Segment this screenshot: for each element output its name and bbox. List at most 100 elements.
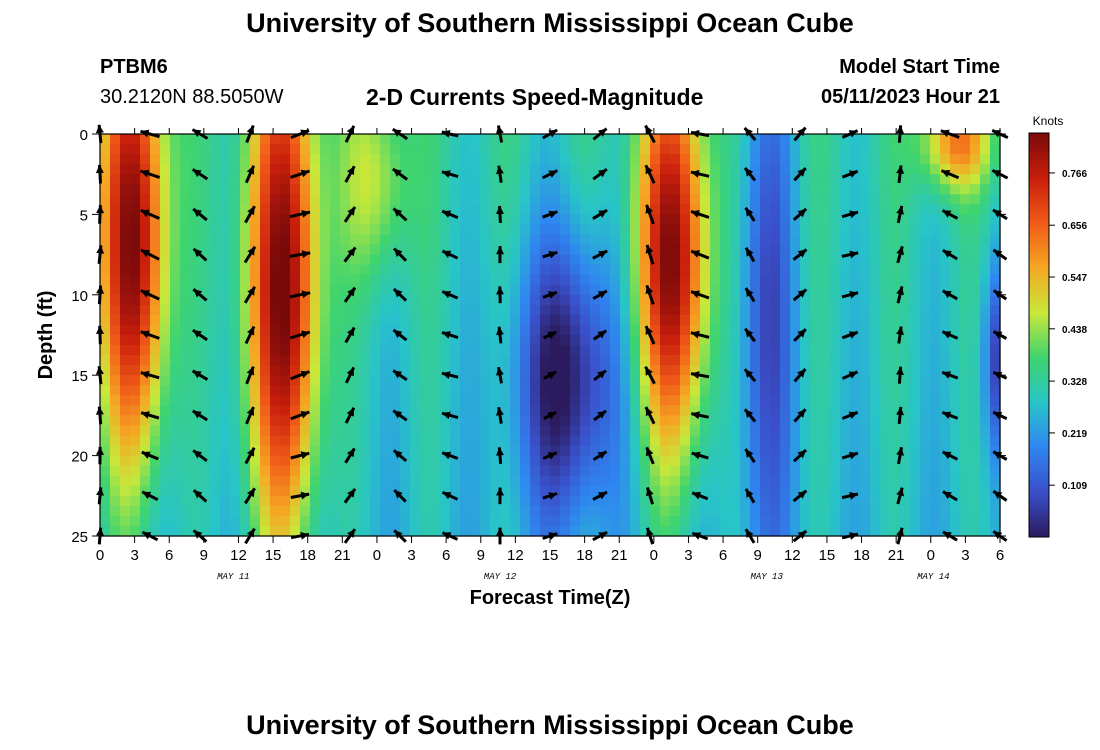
heatmap-cell [320, 375, 331, 386]
heatmap-cell [830, 234, 841, 246]
heatmap-cell [600, 515, 611, 527]
heatmap-cell [560, 194, 571, 205]
heatmap-cell [840, 174, 851, 185]
heatmap-cell [220, 485, 231, 497]
heatmap-cell [970, 345, 981, 356]
heatmap-cell [320, 314, 331, 326]
heatmap-cell [370, 345, 381, 356]
heatmap-cell [530, 345, 541, 356]
heatmap-cell [350, 405, 361, 416]
heatmap-cell [530, 365, 541, 376]
heatmap-cell [660, 355, 671, 366]
heatmap-cell [420, 184, 431, 195]
heatmap-cell [780, 154, 791, 165]
heatmap-cell [370, 515, 381, 527]
heatmap-cell [780, 425, 791, 437]
heatmap-cell [380, 355, 391, 366]
heatmap-cell [840, 274, 851, 286]
heatmap-cell [960, 415, 971, 427]
heatmap-cell [840, 345, 851, 356]
heatmap-cell [580, 395, 591, 406]
heatmap-cell [280, 204, 291, 215]
heatmap-cell [750, 304, 761, 316]
heatmap-cell [180, 465, 191, 477]
heatmap-cell [700, 214, 711, 226]
heatmap-cell [260, 184, 271, 195]
heatmap-cell [970, 324, 981, 336]
heatmap-cell [290, 385, 301, 396]
heatmap-cell [940, 184, 951, 195]
heatmap-cell [130, 254, 141, 266]
heatmap-cell [720, 425, 731, 437]
heatmap-cell [350, 515, 361, 527]
heatmap-cell [900, 455, 911, 467]
heatmap-cell [440, 385, 451, 396]
current-arrow [841, 410, 859, 420]
heatmap-cell [610, 194, 621, 205]
heatmap-cell [230, 485, 241, 497]
heatmap-cell [850, 385, 861, 396]
heatmap-cell [690, 204, 701, 215]
heatmap-cell [330, 264, 341, 276]
heatmap-cell [710, 174, 721, 185]
heatmap-cell [300, 244, 311, 256]
heatmap-cell [820, 465, 831, 477]
heatmap-cell [310, 525, 321, 537]
heatmap-cell [350, 385, 361, 396]
heatmap-cell [240, 154, 251, 165]
heatmap-cell [880, 214, 891, 226]
heatmap-cell [720, 174, 731, 185]
heatmap-cell [640, 345, 651, 356]
heatmap-cell [260, 445, 271, 457]
heatmap-cell [590, 144, 601, 155]
heatmap-cell [490, 375, 501, 386]
heatmap-cell [850, 244, 861, 256]
heatmap-cell [140, 154, 151, 165]
heatmap-cell [500, 194, 511, 205]
heatmap-cell [720, 485, 731, 497]
heatmap-cell [720, 505, 731, 517]
heatmap-cell [810, 194, 821, 205]
heatmap-cell [920, 304, 931, 316]
heatmap-cell [740, 385, 751, 396]
heatmap-cell [720, 395, 731, 406]
heatmap-cell [160, 294, 171, 306]
heatmap-cell [370, 475, 381, 487]
heatmap-cell [760, 525, 771, 537]
heatmap-cell [230, 395, 241, 406]
heatmap-cell [980, 294, 991, 306]
heatmap-cell [120, 134, 131, 145]
current-arrow [896, 446, 904, 465]
heatmap-cell [380, 154, 391, 165]
heatmap-cell [360, 204, 371, 215]
heatmap-cell [800, 465, 811, 477]
heatmap-cell [730, 304, 741, 316]
heatmap-cell [700, 254, 711, 266]
heatmap-cell [270, 395, 281, 406]
heatmap-cell [660, 515, 671, 527]
heatmap-cell [220, 254, 231, 266]
heatmap-cell [450, 144, 461, 155]
heatmap-cell [830, 274, 841, 286]
heatmap-cell [750, 194, 761, 205]
heatmap-cell [360, 154, 371, 165]
heatmap-cell [490, 525, 501, 537]
heatmap-cell [480, 435, 491, 447]
heatmap-cell [210, 274, 221, 286]
heatmap-cell [940, 485, 951, 497]
heatmap-cell [160, 274, 171, 286]
heatmap-cell [670, 174, 681, 185]
heatmap-cell [360, 375, 371, 386]
heatmap-cell [450, 244, 461, 256]
heatmap-cell [770, 455, 781, 467]
heatmap-cell [420, 345, 431, 356]
heatmap-cell [930, 244, 941, 256]
heatmap-cell [330, 475, 341, 487]
heatmap-cell [370, 445, 381, 457]
heatmap-cell [900, 335, 911, 346]
heatmap-cell [170, 445, 181, 457]
heatmap-cell [760, 335, 771, 346]
heatmap-cell [460, 425, 471, 437]
heatmap-cell [200, 345, 211, 356]
heatmap-cell [790, 314, 801, 326]
